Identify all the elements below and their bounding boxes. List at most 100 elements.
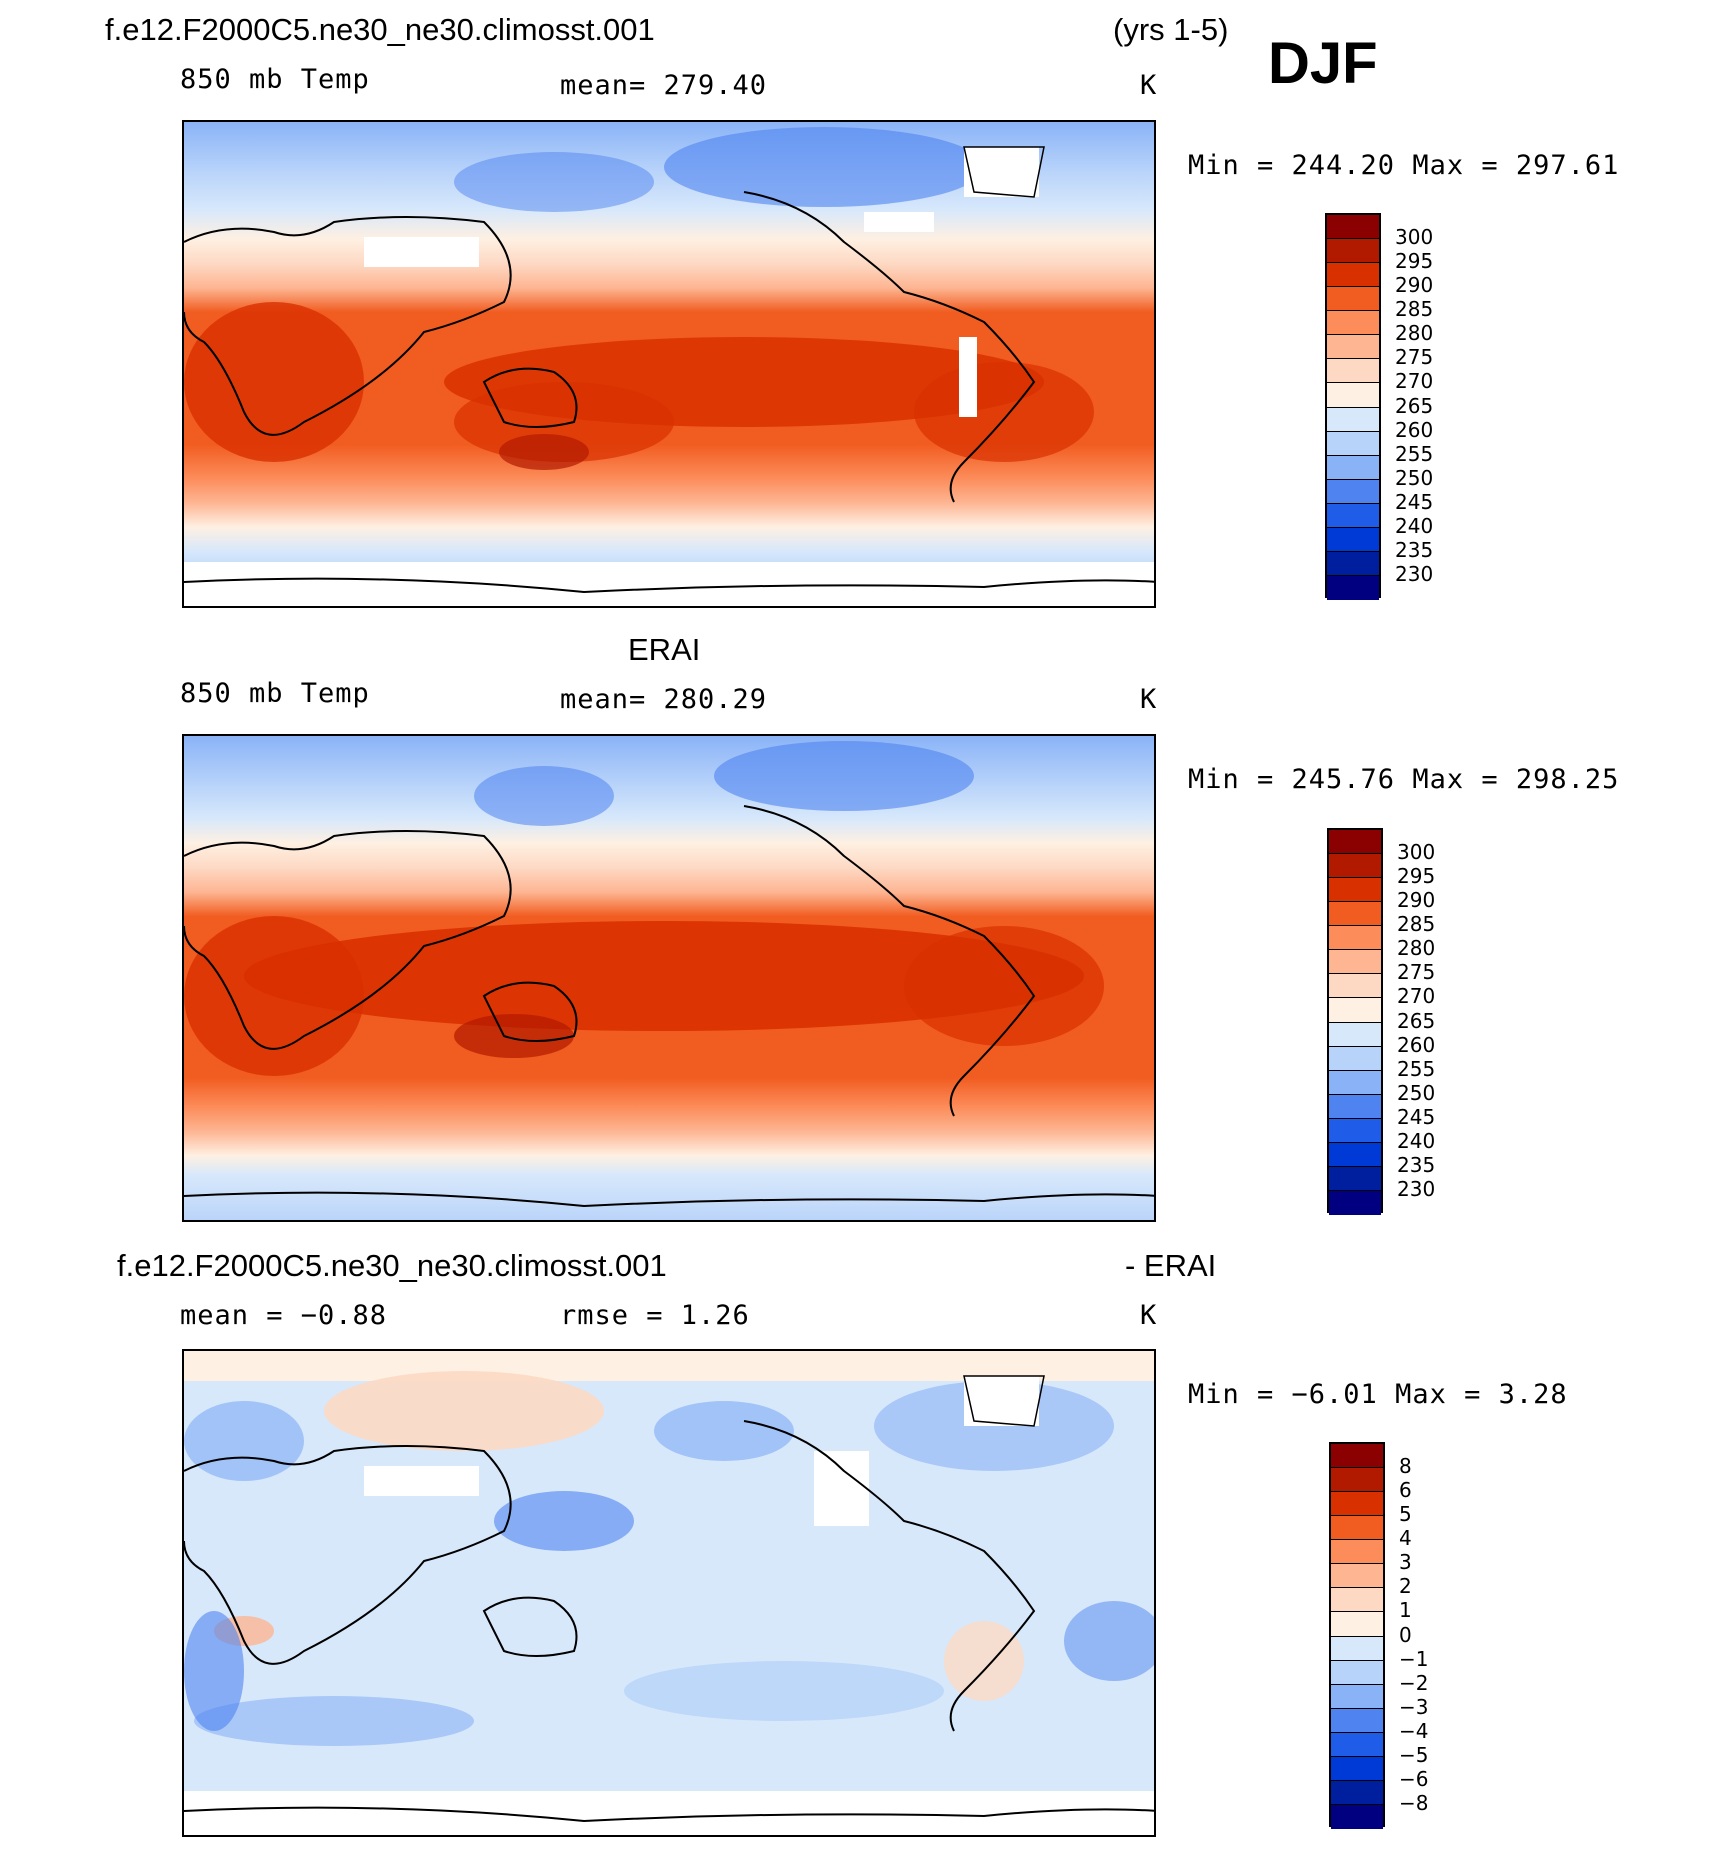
colorbar-swatch (1327, 359, 1379, 384)
colorbar-tick-label: 300 (1397, 840, 1436, 865)
colorbar-swatch (1331, 1636, 1383, 1661)
colorbar-tick-label: 290 (1397, 888, 1436, 913)
colorbar-tick-label: 245 (1397, 1104, 1436, 1129)
panel1-var: 850 mb Temp (180, 64, 370, 95)
colorbar-swatch (1327, 575, 1379, 600)
colorbar-swatch (1329, 1022, 1381, 1047)
colorbar-swatch (1327, 239, 1379, 264)
colorbar-tick-label: −6 (1399, 1766, 1429, 1791)
colorbar-tick-label: 6 (1399, 1478, 1412, 1503)
colorbar-tick-label: 275 (1397, 960, 1436, 985)
colorbar-tick-label: 265 (1395, 393, 1434, 418)
colorbar-tick-label: −2 (1399, 1670, 1429, 1695)
colorbar-swatch (1327, 335, 1379, 360)
colorbar-swatch (1331, 1612, 1383, 1637)
colorbar-tick-label: 260 (1395, 417, 1434, 442)
colorbar-swatch (1329, 1118, 1381, 1143)
panel2-colorbar (1327, 828, 1383, 1215)
colorbar-tick-label: 280 (1395, 321, 1434, 346)
colorbar-tick-label: 0 (1399, 1622, 1412, 1647)
colorbar-tick-label: 265 (1397, 1008, 1436, 1033)
colorbar-swatch (1331, 1708, 1383, 1733)
colorbar-swatch (1327, 287, 1379, 312)
colorbar-tick-label: 255 (1395, 441, 1434, 466)
colorbar-swatch (1327, 311, 1379, 336)
colorbar-tick-label: 270 (1395, 369, 1434, 394)
colorbar-tick-label: 250 (1395, 465, 1434, 490)
panel1-mean: mean= 279.40 (560, 70, 768, 101)
colorbar-swatch (1331, 1756, 1383, 1781)
run-title: f.e12.F2000C5.ne30_ne30.climosst.001 (105, 12, 655, 47)
colorbar-swatch (1329, 1190, 1381, 1215)
colorbar-swatch (1329, 950, 1381, 975)
colorbar-tick-label: 295 (1397, 864, 1436, 889)
colorbar-swatch (1329, 1070, 1381, 1095)
colorbar-swatch (1329, 1166, 1381, 1191)
colorbar-swatch (1329, 974, 1381, 999)
panel3-mean: mean = −0.88 (180, 1300, 388, 1331)
season-label: DJF (1268, 31, 1378, 96)
panel3-units: K (1140, 1300, 1158, 1331)
colorbar-tick-label: 300 (1395, 225, 1434, 250)
colorbar-swatch (1329, 1046, 1381, 1071)
colorbar-tick-label: 255 (1397, 1056, 1436, 1081)
colorbar-tick-label: 240 (1395, 513, 1434, 538)
colorbar-swatch (1327, 527, 1379, 552)
colorbar-swatch (1327, 263, 1379, 288)
panel3-map (182, 1349, 1156, 1837)
colorbar-swatch (1327, 455, 1379, 480)
panel2-map (182, 734, 1156, 1222)
panel1-colorbar (1325, 213, 1381, 600)
colorbar-tick-label: 230 (1395, 561, 1434, 586)
colorbar-tick-label: 230 (1397, 1176, 1436, 1201)
panel2-units: K (1140, 684, 1158, 715)
colorbar-tick-label: −1 (1399, 1646, 1429, 1671)
colorbar-swatch (1331, 1468, 1383, 1493)
panel1-minmax: Min = 244.20 Max = 297.61 (1188, 150, 1620, 181)
colorbar-swatch (1329, 926, 1381, 951)
panel2-title: ERAI (628, 632, 701, 667)
colorbar-tick-label: 245 (1395, 489, 1434, 514)
colorbar-swatch (1329, 830, 1381, 855)
colorbar-tick-label: 235 (1397, 1152, 1436, 1177)
colorbar-swatch (1327, 479, 1379, 504)
colorbar-tick-label: 280 (1397, 936, 1436, 961)
colorbar-swatch (1329, 878, 1381, 903)
colorbar-tick-label: 285 (1395, 297, 1434, 322)
colorbar-swatch (1327, 383, 1379, 408)
colorbar-tick-label: 2 (1399, 1574, 1412, 1599)
panel1-map (182, 120, 1156, 608)
panel1-units: K (1140, 70, 1158, 101)
colorbar-tick-label: −8 (1399, 1790, 1429, 1815)
colorbar-tick-label: 3 (1399, 1550, 1412, 1575)
colorbar-tick-label: 275 (1395, 345, 1434, 370)
colorbar-swatch (1327, 407, 1379, 432)
colorbar-swatch (1329, 998, 1381, 1023)
colorbar-tick-label: 250 (1397, 1080, 1436, 1105)
colorbar-swatch (1327, 551, 1379, 576)
panel2-minmax: Min = 245.76 Max = 298.25 (1188, 764, 1620, 795)
panel3-title: f.e12.F2000C5.ne30_ne30.climosst.001 (117, 1248, 667, 1283)
colorbar-swatch (1331, 1516, 1383, 1541)
colorbar-swatch (1331, 1804, 1383, 1829)
colorbar-swatch (1329, 1094, 1381, 1119)
colorbar-tick-label: 1 (1399, 1598, 1412, 1623)
colorbar-tick-label: 5 (1399, 1502, 1412, 1527)
panel3-colorbar (1329, 1442, 1385, 1829)
colorbar-tick-label: −4 (1399, 1718, 1429, 1743)
colorbar-swatch (1327, 431, 1379, 456)
colorbar-tick-label: 285 (1397, 912, 1436, 937)
colorbar-tick-label: 260 (1397, 1032, 1436, 1057)
panel2-var: 850 mb Temp (180, 678, 370, 709)
colorbar-swatch (1331, 1684, 1383, 1709)
panel3-title-right: - ERAI (1125, 1248, 1217, 1283)
colorbar-swatch (1331, 1780, 1383, 1805)
panel3-minmax: Min = −6.01 Max = 3.28 (1188, 1379, 1568, 1410)
colorbar-tick-label: 235 (1395, 537, 1434, 562)
colorbar-swatch (1331, 1492, 1383, 1517)
colorbar-swatch (1331, 1444, 1383, 1469)
colorbar-swatch (1329, 854, 1381, 879)
panel3-rmse: rmse = 1.26 (560, 1300, 750, 1331)
colorbar-swatch (1331, 1660, 1383, 1685)
colorbar-tick-label: 8 (1399, 1454, 1412, 1479)
